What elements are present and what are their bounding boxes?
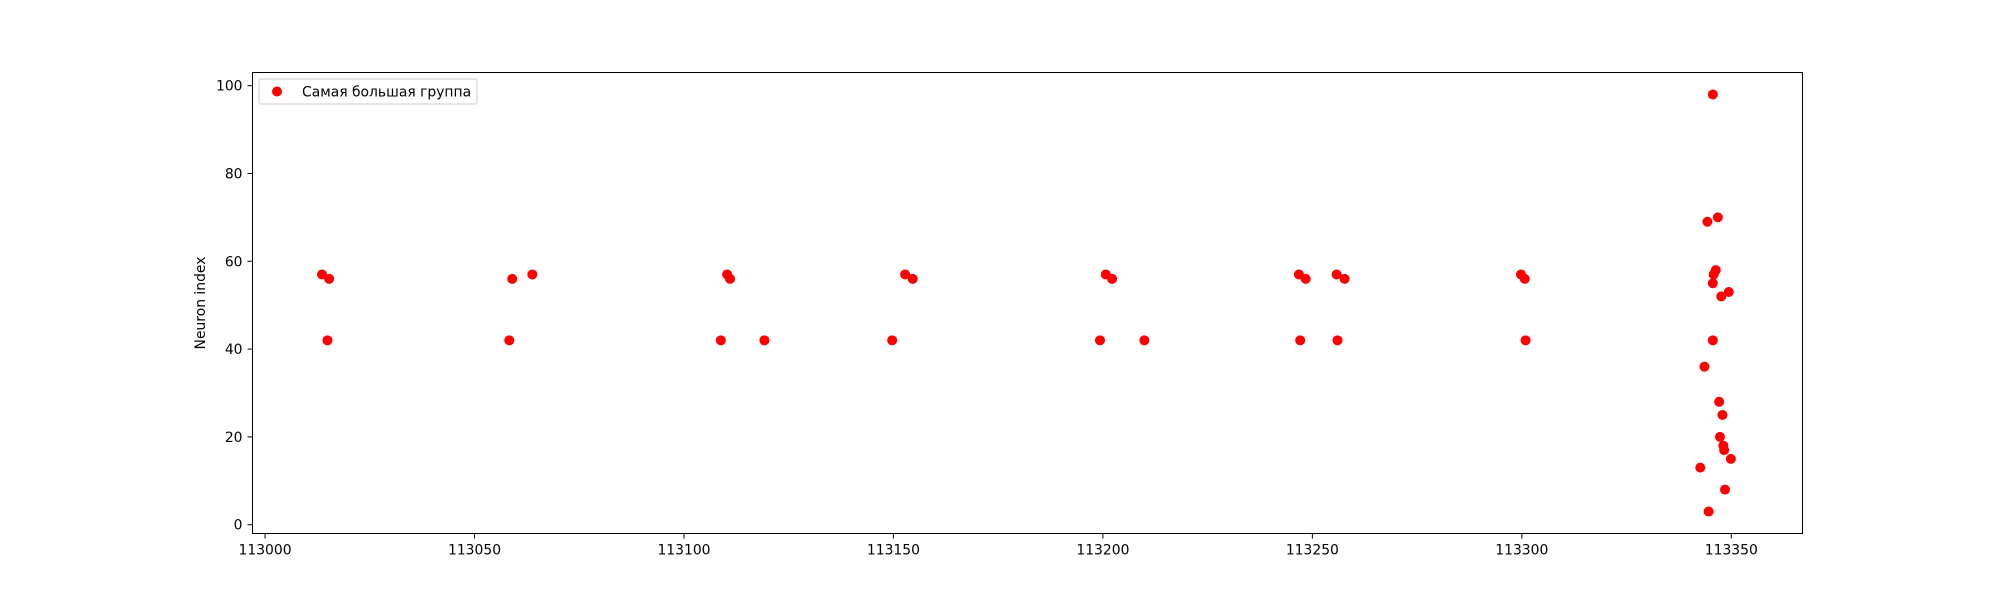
x-tick-label: 113100 bbox=[657, 543, 710, 559]
y-tick-label: 60 bbox=[225, 254, 243, 270]
x-tick-label: 113200 bbox=[1076, 543, 1129, 559]
data-point bbox=[1725, 453, 1736, 464]
data-point bbox=[1703, 506, 1714, 517]
data-point bbox=[900, 269, 911, 280]
y-tick-label: 20 bbox=[225, 430, 243, 446]
data-point bbox=[1707, 335, 1718, 346]
x-tick-label: 113300 bbox=[1495, 543, 1548, 559]
data-point bbox=[1707, 89, 1718, 100]
data-point bbox=[1717, 409, 1728, 420]
data-point bbox=[1702, 216, 1713, 227]
plot-area bbox=[252, 72, 1803, 534]
legend-box bbox=[258, 78, 478, 105]
data-point bbox=[1720, 484, 1730, 495]
data-point bbox=[1139, 335, 1150, 346]
data-point bbox=[1716, 291, 1727, 302]
data-point bbox=[1714, 396, 1725, 407]
data-point bbox=[324, 273, 335, 284]
data-point bbox=[527, 269, 538, 280]
data-point bbox=[504, 335, 515, 346]
x-tick-label: 113000 bbox=[239, 543, 292, 559]
data-point bbox=[1719, 445, 1730, 456]
data-point bbox=[1712, 212, 1723, 223]
data-point bbox=[1699, 361, 1710, 372]
data-point bbox=[1710, 265, 1721, 276]
data-point bbox=[725, 273, 736, 284]
data-point bbox=[1295, 335, 1306, 346]
data-point bbox=[887, 335, 898, 346]
data-point bbox=[1723, 287, 1734, 298]
x-tick-label: 113350 bbox=[1705, 543, 1758, 559]
plot-frame bbox=[252, 72, 1803, 534]
data-point bbox=[715, 335, 726, 346]
legend: Самая большая группа bbox=[258, 78, 478, 105]
points-layer bbox=[317, 89, 1736, 517]
y-axis-ticks: 0 20 40 60 80 100 bbox=[216, 79, 253, 534]
x-tick-label: 113150 bbox=[867, 543, 920, 559]
legend-marker bbox=[272, 86, 282, 97]
x-tick-label: 113250 bbox=[1286, 543, 1339, 559]
x-tick-label: 113050 bbox=[448, 543, 501, 559]
data-point bbox=[1300, 273, 1311, 284]
y-tick-label: 40 bbox=[225, 342, 243, 358]
data-point bbox=[759, 335, 770, 346]
y-tick-label: 80 bbox=[225, 166, 243, 182]
data-point bbox=[1714, 431, 1725, 442]
data-point bbox=[1695, 462, 1706, 473]
legend-label: Самая большая группа bbox=[302, 85, 471, 101]
data-point bbox=[1520, 335, 1531, 346]
data-point bbox=[1519, 273, 1530, 284]
y-tick-label: 100 bbox=[216, 79, 243, 95]
x-axis-ticks: 113000 113050 113100 113150 113200 113250 1133… bbox=[239, 533, 1758, 559]
data-point bbox=[1094, 335, 1105, 346]
data-point bbox=[1331, 269, 1342, 280]
data-point bbox=[1332, 335, 1343, 346]
y-tick-label: 0 bbox=[234, 518, 243, 534]
data-point bbox=[1107, 273, 1118, 284]
data-point bbox=[907, 273, 918, 284]
data-point bbox=[507, 273, 518, 284]
data-point bbox=[322, 335, 333, 346]
data-point bbox=[1707, 278, 1718, 289]
data-point bbox=[1339, 273, 1350, 284]
y-axis-label: Neuron index bbox=[193, 257, 209, 350]
